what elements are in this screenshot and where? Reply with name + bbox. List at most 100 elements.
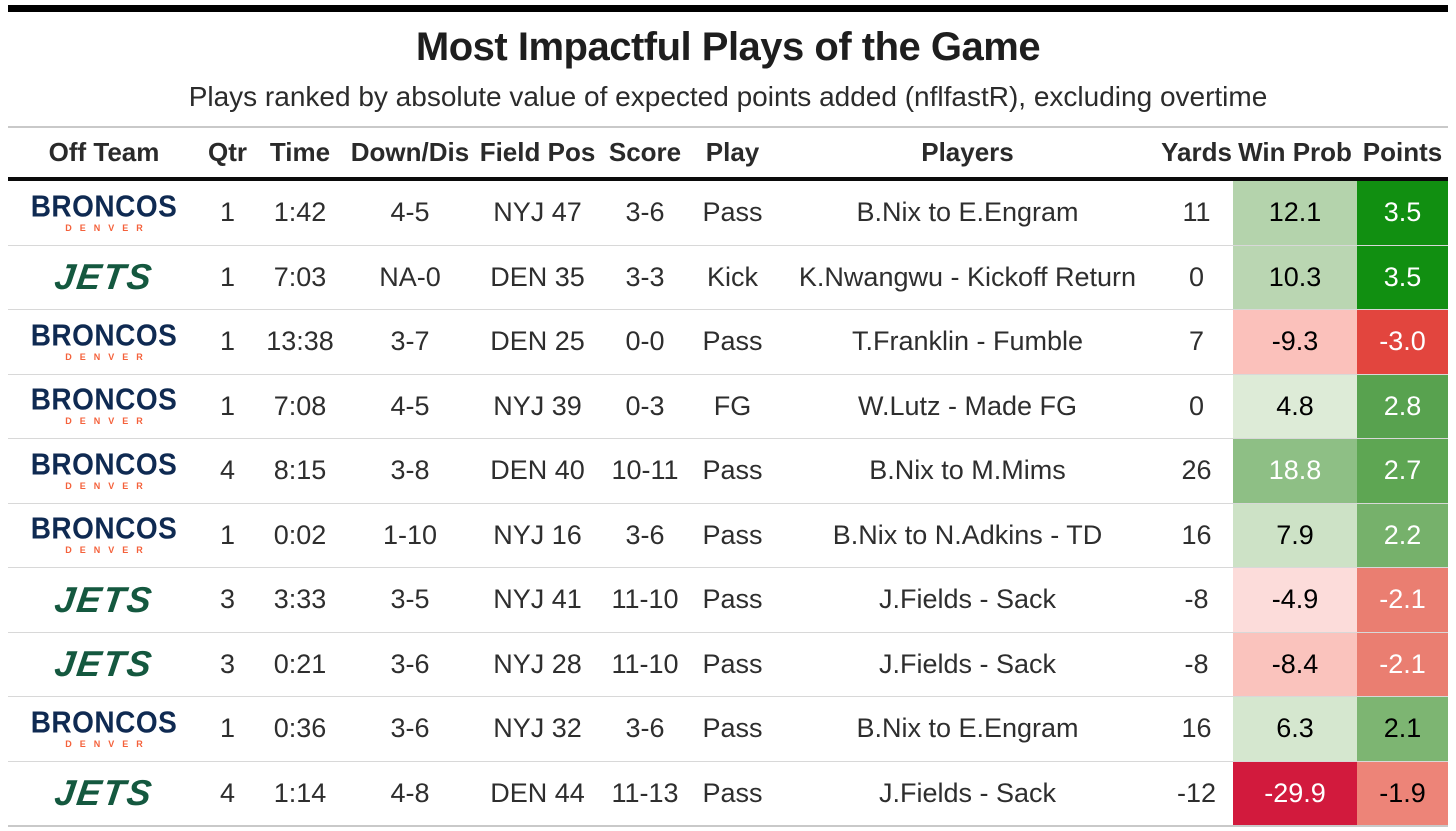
cell-score: 11-10 <box>600 567 690 633</box>
broncos-wordmark: BRONCOS DENVER <box>8 449 200 491</box>
cell-score: 3-6 <box>600 503 690 568</box>
table-row: BRONCOS DENVER 1 7:08 4-5 NYJ 39 0-3 FG W.Lutz -… <box>8 374 1448 439</box>
cell-points: 2.7 <box>1357 438 1448 504</box>
cell-qtr: 4 <box>200 761 255 827</box>
table-row: JETS 4 1:14 4-8 DEN 44 11-13 Pass J.Fields - Sa… <box>8 761 1448 827</box>
column-header-win-prob: Win Prob <box>1233 126 1357 181</box>
cell-score: 3-3 <box>600 245 690 310</box>
cell-time: 0:02 <box>255 503 345 568</box>
broncos-denver-text: DENVER <box>65 738 151 749</box>
cell-play: FG <box>690 374 775 439</box>
cell-yards: 26 <box>1160 438 1233 504</box>
plays-table: Off Team Qtr Time Down/Dis Field Pos Score Pla… <box>8 126 1448 827</box>
column-header-yards: Yards <box>1160 126 1233 181</box>
cell-play: Pass <box>690 632 775 697</box>
column-header-points: Points <box>1357 126 1448 181</box>
cell-time: 8:15 <box>255 438 345 504</box>
cell-points: 3.5 <box>1357 245 1448 310</box>
cell-off-team: JETS <box>8 632 200 697</box>
cell-players: J.Fields - Sack <box>775 632 1160 697</box>
jets-wordmark: JETS <box>8 256 200 298</box>
cell-field-pos: DEN 25 <box>475 309 600 375</box>
cell-points: -1.9 <box>1357 761 1448 827</box>
cell-down-dis: 3-6 <box>345 696 475 762</box>
cell-qtr: 1 <box>200 503 255 568</box>
jets-name-text: JETS <box>52 256 156 298</box>
top-divider <box>8 5 1448 12</box>
cell-down-dis: 3-8 <box>345 438 475 504</box>
broncos-denver-text: DENVER <box>65 480 151 491</box>
cell-players: B.Nix to E.Engram <box>775 179 1160 246</box>
cell-off-team: BRONCOS DENVER <box>8 309 200 375</box>
cell-time: 1:42 <box>255 179 345 246</box>
cell-win-prob: -9.3 <box>1233 309 1357 375</box>
cell-points: 3.5 <box>1357 179 1448 246</box>
cell-yards: 0 <box>1160 374 1233 439</box>
cell-players: B.Nix to M.Mims <box>775 438 1160 504</box>
cell-win-prob: 10.3 <box>1233 245 1357 310</box>
broncos-wordmark: BRONCOS DENVER <box>8 318 200 362</box>
cell-players: W.Lutz - Made FG <box>775 374 1160 439</box>
jets-name-text: JETS <box>52 772 156 814</box>
cell-time: 7:03 <box>255 245 345 310</box>
cell-down-dis: 3-7 <box>345 309 475 375</box>
cell-field-pos: NYJ 28 <box>475 632 600 697</box>
cell-time: 0:36 <box>255 696 345 762</box>
cell-players: K.Nwangwu - Kickoff Return <box>775 245 1160 310</box>
cell-score: 0-0 <box>600 309 690 375</box>
column-header-field-pos: Field Pos <box>475 126 600 181</box>
broncos-name-text: BRONCOS <box>30 189 178 223</box>
cell-qtr: 3 <box>200 632 255 697</box>
cell-play: Kick <box>690 245 775 310</box>
cell-down-dis: 4-5 <box>345 179 475 246</box>
cell-qtr: 1 <box>200 179 255 246</box>
column-header-score: Score <box>600 126 690 181</box>
cell-field-pos: DEN 40 <box>475 438 600 504</box>
cell-down-dis: 3-6 <box>345 632 475 697</box>
cell-play: Pass <box>690 503 775 568</box>
cell-off-team: BRONCOS DENVER <box>8 438 200 504</box>
broncos-wordmark: BRONCOS DENVER <box>8 189 200 233</box>
cell-field-pos: NYJ 41 <box>475 567 600 633</box>
broncos-denver-text: DENVER <box>65 545 151 556</box>
cell-field-pos: NYJ 47 <box>475 179 600 246</box>
column-header-time: Time <box>255 126 345 181</box>
jets-name-text: JETS <box>52 643 156 685</box>
jets-wordmark: JETS <box>8 772 200 814</box>
column-header-play: Play <box>690 126 775 181</box>
cell-qtr: 4 <box>200 438 255 504</box>
cell-field-pos: DEN 35 <box>475 245 600 310</box>
table-row: BRONCOS DENVER 1 0:02 1-10 NYJ 16 3-6 Pass B.Nix… <box>8 503 1448 568</box>
cell-score: 10-11 <box>600 438 690 504</box>
broncos-name-text: BRONCOS <box>30 511 178 546</box>
cell-points: -2.1 <box>1357 567 1448 633</box>
cell-points: 2.2 <box>1357 503 1448 568</box>
cell-points: 2.1 <box>1357 696 1448 762</box>
column-header-qtr: Qtr <box>200 126 255 181</box>
cell-field-pos: NYJ 16 <box>475 503 600 568</box>
cell-field-pos: NYJ 39 <box>475 374 600 439</box>
broncos-denver-text: DENVER <box>65 416 151 427</box>
cell-time: 0:21 <box>255 632 345 697</box>
cell-yards: 16 <box>1160 503 1233 568</box>
cell-field-pos: NYJ 32 <box>475 696 600 762</box>
cell-off-team: BRONCOS DENVER <box>8 179 200 246</box>
table-row: JETS 1 7:03 NA-0 DEN 35 3-3 Kick K.Nwangwu - Ki… <box>8 245 1448 310</box>
cell-off-team: JETS <box>8 761 200 827</box>
cell-play: Pass <box>690 696 775 762</box>
cell-yards: -8 <box>1160 567 1233 633</box>
cell-off-team: BRONCOS DENVER <box>8 374 200 439</box>
table-row: JETS 3 3:33 3-5 NYJ 41 11-10 Pass J.Fields - Sa… <box>8 567 1448 633</box>
cell-yards: 0 <box>1160 245 1233 310</box>
column-header-players: Players <box>775 126 1160 181</box>
cell-players: J.Fields - Sack <box>775 567 1160 633</box>
broncos-wordmark: BRONCOS DENVER <box>8 511 200 556</box>
page-subtitle: Plays ranked by absolute value of expect… <box>188 81 1268 112</box>
broncos-name-text: BRONCOS <box>30 318 178 352</box>
cell-down-dis: 4-5 <box>345 374 475 439</box>
cell-points: -3.0 <box>1357 309 1448 375</box>
cell-win-prob: 6.3 <box>1233 696 1357 762</box>
cell-score: 11-10 <box>600 632 690 697</box>
cell-win-prob: -4.9 <box>1233 567 1357 633</box>
